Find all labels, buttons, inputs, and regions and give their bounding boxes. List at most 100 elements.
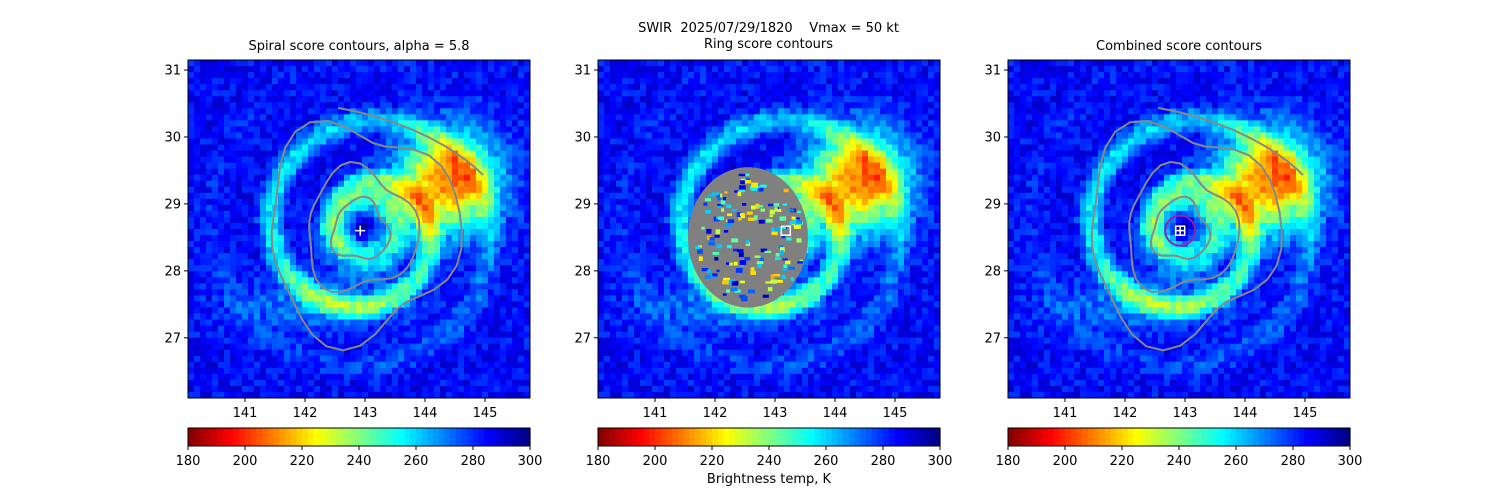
mask-speckle: [746, 211, 753, 215]
colorbar-segment: [296, 428, 303, 446]
x-tick-label: 142: [1113, 406, 1138, 421]
colorbar-segment: [461, 428, 468, 446]
mask-speckle: [733, 261, 738, 266]
y-tick-label: 27: [984, 331, 1001, 346]
colorbar-segment: [934, 428, 941, 446]
colorbar-segment: [843, 428, 850, 446]
mask-speckle: [701, 226, 705, 230]
colorbar-segment: [780, 428, 787, 446]
colorbar-segment: [1270, 428, 1277, 446]
colorbar-segment: [416, 428, 423, 446]
colorbar-segment: [256, 428, 263, 446]
colorbar-segment: [672, 428, 679, 446]
colorbar-segment: [279, 428, 286, 446]
colorbar-tick-label: 240: [757, 454, 782, 469]
colorbar-segment: [524, 428, 531, 446]
colorbar-segment: [1070, 428, 1077, 446]
colorbar-segment: [1310, 428, 1317, 446]
colorbar-segment: [774, 428, 781, 446]
colorbar-segment: [1087, 428, 1095, 446]
colorbar-segment: [660, 428, 667, 446]
mask-speckle: [723, 230, 729, 233]
mask-speckle: [726, 289, 731, 293]
mask-speckle: [750, 270, 757, 275]
mask-speckle: [780, 250, 784, 255]
mask-speckle: [707, 194, 715, 197]
mask-speckle: [773, 273, 781, 277]
mask-speckle: [707, 235, 712, 240]
mask-speckle: [739, 185, 746, 190]
y-tick-label: 29: [574, 197, 591, 212]
colorbar-segment: [917, 428, 924, 446]
colorbar-segment: [473, 428, 480, 446]
mask-speckle: [726, 244, 732, 249]
colorbar-segment: [1332, 428, 1340, 446]
colorbar-tick-label: 300: [518, 454, 543, 469]
mask-speckle: [731, 238, 739, 243]
colorbar-segment: [267, 428, 275, 446]
mask-speckle: [767, 287, 773, 292]
mask-speckle: [760, 208, 766, 212]
colorbar-segment: [495, 428, 503, 446]
mask-speckle: [751, 182, 758, 188]
colorbar-tick-label: 240: [347, 454, 372, 469]
mask-speckle: [789, 220, 796, 225]
contour-line: [1090, 119, 1283, 352]
mask-speckle: [757, 262, 762, 268]
colorbar-segment: [1156, 428, 1163, 446]
mask-speckle: [758, 219, 765, 224]
mask-speckle: [768, 203, 774, 207]
mask-speckle: [783, 188, 789, 193]
mask-speckle: [734, 289, 741, 293]
mask-speckle: [723, 277, 730, 281]
colorbar-label: Brightness temp, K: [706, 472, 832, 487]
mask-speckle: [778, 245, 784, 249]
colorbar-segment: [888, 428, 895, 446]
mask-speckle: [712, 273, 718, 277]
colorbar-segment: [820, 428, 827, 446]
colorbar-segment: [763, 428, 770, 446]
colorbar-segment: [620, 428, 628, 446]
mask-speckle: [731, 280, 739, 286]
mask-speckle: [727, 219, 735, 224]
colorbar-segment: [1298, 428, 1305, 446]
mask-speckle: [695, 246, 700, 250]
colorbar-segment: [723, 428, 730, 446]
mask-speckle: [769, 215, 774, 218]
mask-speckle: [757, 205, 764, 208]
y-tick-label: 27: [574, 331, 591, 346]
mask-speckle: [797, 210, 802, 214]
colorbar-tick-label: 260: [1224, 454, 1249, 469]
colorbar-segment: [877, 428, 884, 446]
colorbar-tick-label: 220: [700, 454, 725, 469]
colorbar-segment: [1287, 428, 1294, 446]
colorbar-segment: [598, 428, 605, 446]
panel-1: 141 142 143 144 145 27 28 29 30 31 180 200 220 240 260…: [164, 59, 543, 469]
colorbar-tick-label: 280: [461, 454, 486, 469]
colorbar-segment: [393, 428, 400, 446]
colorbar: 180 200 220 240 260 280 300: [176, 427, 543, 469]
mask-speckle: [793, 219, 800, 224]
colorbar-segment: [507, 428, 514, 446]
mask-speckle: [739, 294, 746, 299]
mask-speckle: [771, 231, 778, 236]
brightness-temp-image: [188, 60, 530, 398]
colorbar-segment: [1281, 428, 1288, 446]
colorbar-segment: [1207, 428, 1214, 446]
eye-circle: [1164, 214, 1197, 247]
colorbar-segment: [637, 428, 645, 446]
colorbar-segment: [387, 428, 394, 446]
y-tick-label: 30: [574, 130, 591, 145]
contour-line: [1149, 195, 1212, 260]
mask-speckle: [722, 293, 727, 296]
mask-speckle: [774, 203, 780, 207]
mask-speckle: [775, 257, 781, 260]
colorbar-tick-label: 200: [1053, 454, 1078, 469]
y-tick-label: 31: [164, 64, 181, 79]
mask-speckle: [727, 280, 732, 285]
colorbar-tick-label: 260: [404, 454, 429, 469]
colorbar-segment: [1104, 428, 1112, 446]
mask-speckle: [730, 287, 738, 292]
colorbar-segment: [1315, 428, 1323, 446]
colorbar-segment: [188, 428, 195, 446]
